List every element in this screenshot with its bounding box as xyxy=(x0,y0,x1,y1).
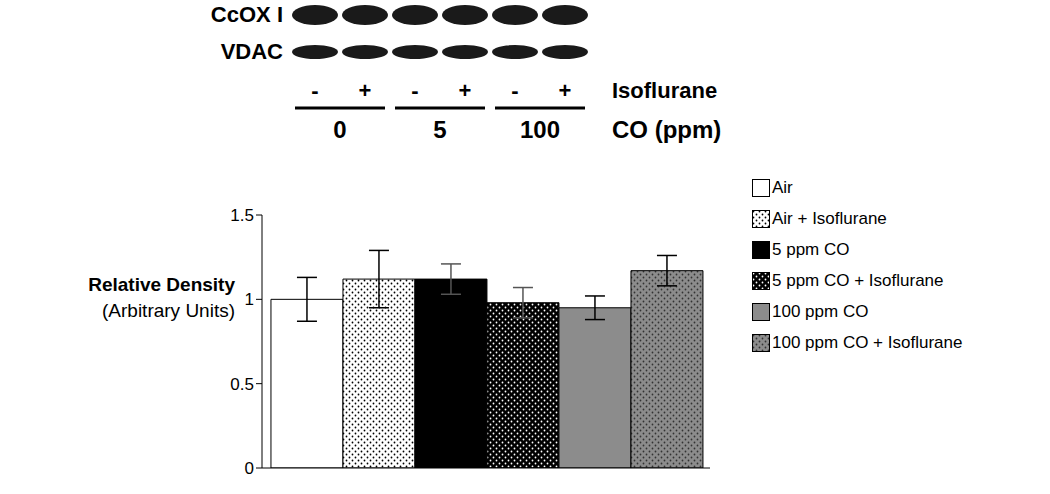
html-text:(Arbitrary Units): (Arbitrary Units) xyxy=(102,300,235,321)
svg-text:-: - xyxy=(411,78,418,103)
svg-text:-: - xyxy=(311,78,318,103)
svg-text:0: 0 xyxy=(333,116,346,143)
html-text:Air: Air xyxy=(772,177,793,197)
svg-text:CO (ppm): CO (ppm) xyxy=(612,116,721,143)
svg-text:+: + xyxy=(559,78,572,103)
svg-text:-: - xyxy=(511,78,518,103)
svg-text:0.5: 0.5 xyxy=(230,375,254,394)
svg-text:+: + xyxy=(359,78,372,103)
svg-text:Isoflurane: Isoflurane xyxy=(612,78,717,103)
svg-text:CcOX I: CcOX I xyxy=(211,2,283,27)
html-text:5 ppm CO: 5 ppm CO xyxy=(772,239,850,259)
svg-text:100: 100 xyxy=(520,116,560,143)
html-text:100 ppm CO: 100 ppm CO xyxy=(772,301,869,321)
svg-text:VDAC: VDAC xyxy=(221,39,283,64)
svg-text:1: 1 xyxy=(245,290,254,309)
svg-text:1.5: 1.5 xyxy=(230,206,254,225)
html-text:5 ppm CO + Isoflurane: 5 ppm CO + Isoflurane xyxy=(772,270,944,290)
svg-text:+: + xyxy=(459,78,472,103)
svg-text:0: 0 xyxy=(245,459,254,478)
html-text:Relative Density: Relative Density xyxy=(88,274,235,295)
html-text:Air + Isoflurane: Air + Isoflurane xyxy=(772,208,887,228)
html-text:100 ppm CO + Isoflurane: 100 ppm CO + Isoflurane xyxy=(772,332,963,352)
svg-text:5: 5 xyxy=(433,116,446,143)
